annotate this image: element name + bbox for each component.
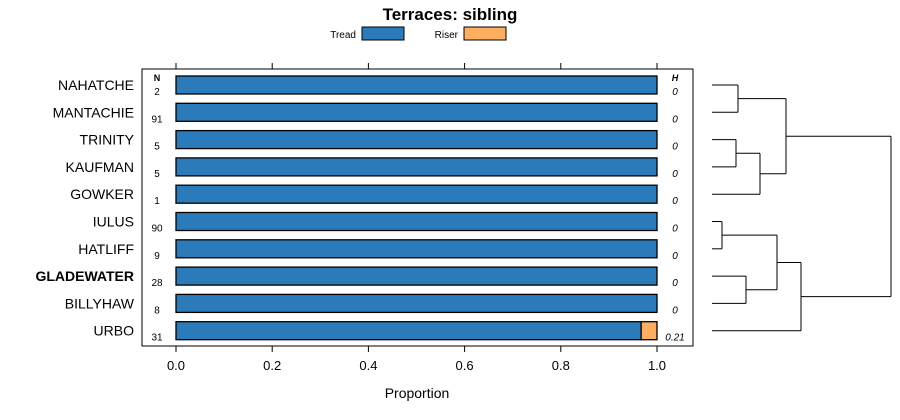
row-label: NAHATCHE [58, 77, 134, 93]
x-tick-label: 0.2 [263, 358, 281, 373]
row-n-value: 28 [151, 278, 163, 289]
row-label: GLADEWATER [35, 268, 134, 284]
row-label: URBO [94, 323, 135, 339]
bar-tread [175, 211, 658, 232]
bar-tread [175, 293, 658, 314]
x-tick-label: 1.0 [648, 358, 666, 373]
chart-title: Terraces: sibling [383, 5, 518, 24]
row-label: MANTACHIE [53, 104, 134, 120]
row-h-value: 0 [672, 169, 678, 180]
row-n-value: 5 [154, 142, 160, 153]
row-label: IULUS [93, 214, 134, 230]
x-tick-label: 0.0 [167, 358, 185, 373]
row-n-value: 2 [154, 87, 160, 98]
bar-tread [175, 157, 658, 177]
bar-tread [175, 321, 642, 341]
row-h-value: 0 [672, 87, 678, 98]
row-n-value: 91 [151, 114, 163, 125]
bar-tread [175, 75, 658, 95]
row-n-value: 8 [154, 305, 160, 316]
legend-swatch-riser [463, 26, 507, 41]
row-n-value: 31 [151, 333, 163, 344]
bar-tread [175, 239, 658, 259]
row-h-value: 0 [672, 224, 678, 235]
row-h-value: 0 [672, 196, 678, 207]
plot-frame [141, 68, 694, 347]
x-tick-label: 0.8 [552, 358, 570, 373]
row-n-value: 1 [154, 196, 160, 207]
legend-label-tread: Tread [330, 30, 356, 41]
h-column-header: H [672, 73, 679, 83]
row-h-value: 0 [672, 142, 678, 153]
row-label: KAUFMAN [66, 159, 134, 175]
row-h-value: 0 [672, 278, 678, 289]
legend: Tread Riser [330, 26, 507, 41]
bar-riser [640, 321, 658, 341]
dendrogram [712, 84, 892, 332]
bar-tread [175, 266, 658, 286]
bar-tread [175, 129, 658, 150]
row-label: HATLIFF [78, 241, 134, 257]
row-h-value: 0 [672, 251, 678, 262]
bar-tread [175, 184, 658, 204]
row-h-value: 0 [672, 305, 678, 316]
row-n-value: 9 [154, 251, 160, 262]
n-column-header: N [154, 73, 161, 83]
x-axis: 0.0 0.2 0.4 0.6 0.8 1.0 [167, 63, 666, 373]
row-label: BILLYHAW [65, 295, 135, 311]
row-n-value: 90 [151, 224, 163, 235]
x-axis-title: Proportion [385, 385, 450, 401]
row-h-value: 0 [672, 114, 678, 125]
x-tick-label: 0.6 [456, 358, 474, 373]
row-h-value: 0.21 [665, 333, 684, 344]
row-label: TRINITY [80, 132, 135, 148]
legend-swatch-tread [361, 26, 405, 41]
row-label: GOWKER [70, 186, 134, 202]
x-tick-label: 0.4 [359, 358, 377, 373]
legend-label-riser: Riser [435, 30, 459, 41]
row-n-value: 5 [154, 169, 160, 180]
bar-tread [175, 102, 658, 122]
